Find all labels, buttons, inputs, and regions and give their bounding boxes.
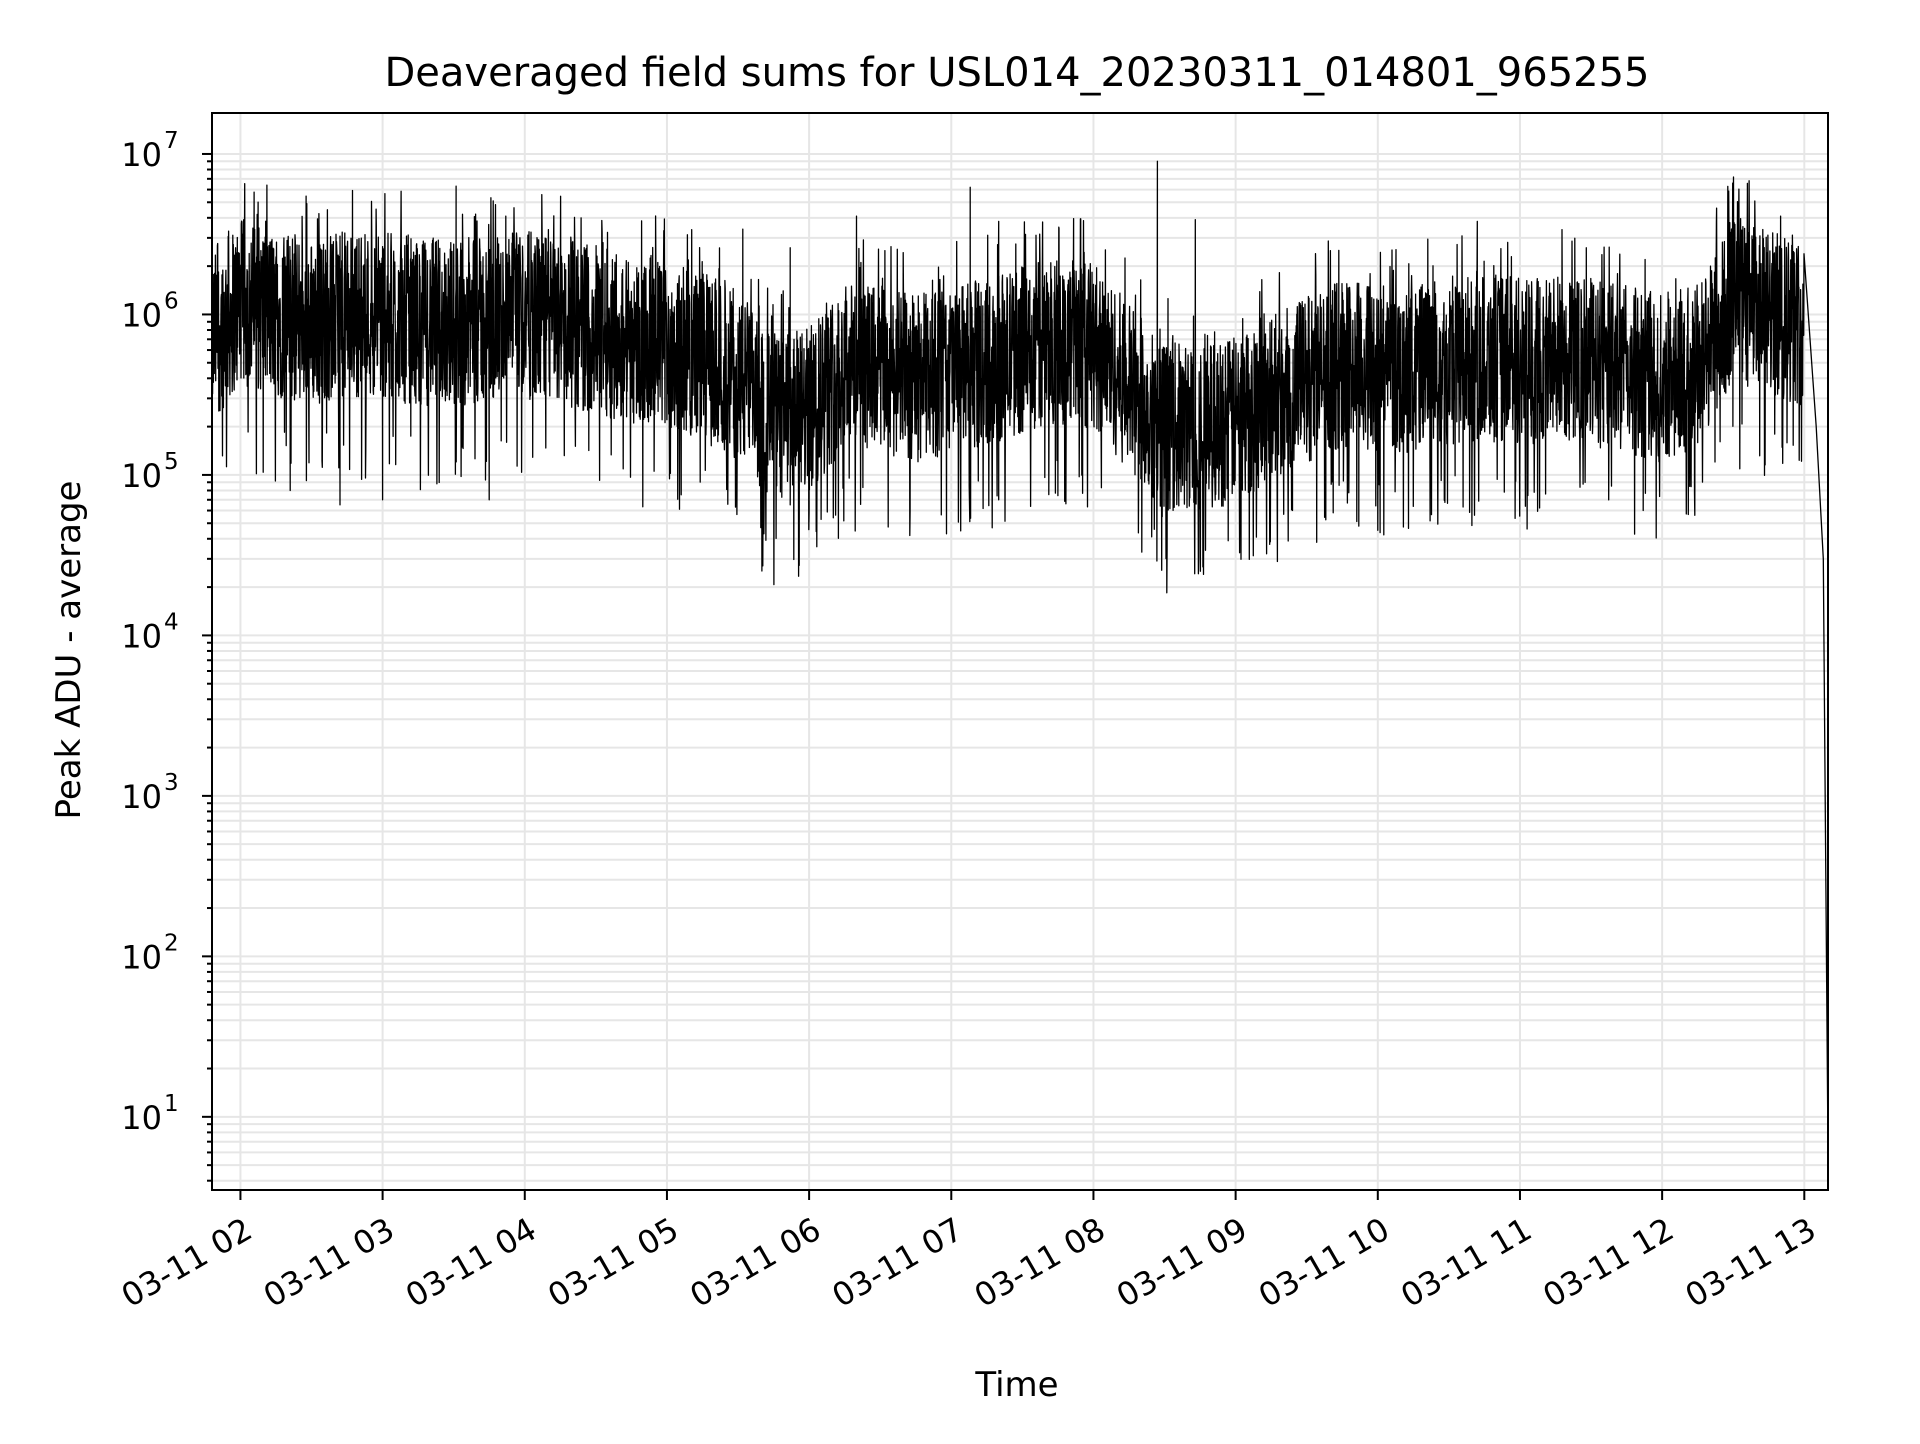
chart-title: Deaveraged field sums for USL014_2023031… (385, 50, 1650, 96)
y-tick-label: 10 (121, 617, 162, 655)
y-tick-label: 10 (121, 938, 162, 976)
x-axis-label: Time (974, 1365, 1058, 1405)
y-tick-label-exponent: 4 (164, 609, 179, 635)
y-tick-label: 10 (121, 1099, 162, 1137)
y-tick-label-exponent: 6 (164, 288, 179, 314)
series-line (211, 160, 1829, 1153)
y-tick-label: 10 (121, 778, 162, 816)
y-tick-label-exponent: 7 (164, 128, 179, 154)
grid-lines (212, 113, 1828, 1190)
series-layer (211, 160, 1829, 1153)
y-tick-label-exponent: 5 (164, 449, 179, 475)
y-tick-label-exponent: 2 (164, 930, 179, 956)
y-tick-label: 10 (121, 457, 162, 495)
y-tick-label-exponent: 3 (164, 770, 179, 796)
y-tick-label-exponent: 1 (164, 1091, 179, 1117)
tick-marks (202, 152, 1806, 1200)
y-tick-label: 10 (121, 136, 162, 174)
y-tick-label: 10 (121, 296, 162, 334)
y-axis-label: Peak ADU - average (49, 481, 89, 820)
